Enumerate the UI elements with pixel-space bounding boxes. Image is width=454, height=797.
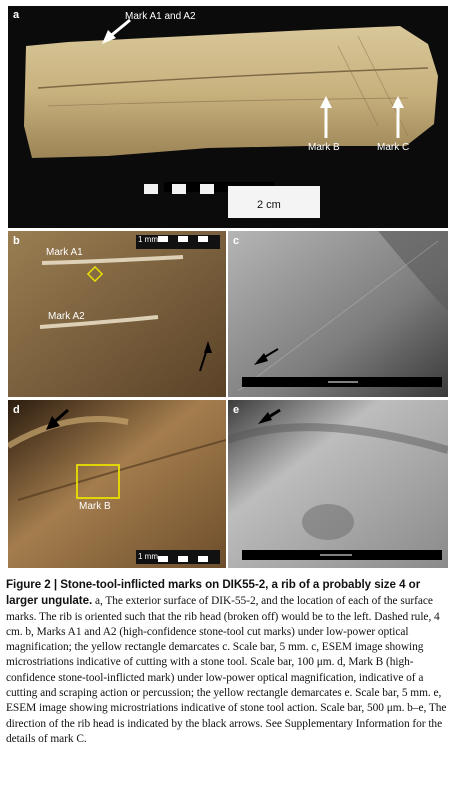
mark-c-label: Mark C <box>377 142 410 153</box>
caption-title: Figure 2 | Stone-tool-inflicted marks on… <box>6 578 421 608</box>
panel-d: d Mark B 1 mm <box>8 400 226 568</box>
panel-label-e: e <box>233 404 240 416</box>
panel-c: c <box>228 231 448 397</box>
mark-a2-label: Mark A2 <box>48 311 85 322</box>
mark-b-label-d: Mark B <box>79 501 111 512</box>
panel-label-b: b <box>13 235 20 247</box>
panel-label-c: c <box>233 235 240 247</box>
mark-a1-label: Mark A1 <box>46 247 83 258</box>
panel-b: b Mark A1 Mark A2 1 mm <box>8 231 226 397</box>
caption-body: a, The exterior surface of DIK-55-2, and… <box>6 595 447 745</box>
mark-b-label: Mark B <box>308 142 340 153</box>
panel-e: e <box>228 400 448 568</box>
panel-label-d: d <box>13 404 20 416</box>
figure-caption: Figure 2 | Stone-tool-inflicted marks on… <box>6 577 452 747</box>
panel-label-a: a <box>13 9 20 21</box>
scale-label-a: 2 cm <box>257 199 281 211</box>
bone-photo-a <box>24 18 438 218</box>
scale-label-b: 1 mm <box>138 235 158 244</box>
panel-a: a Mark A1 and A2 Mark B Mark C 2 cm <box>8 6 448 228</box>
scale-label-d: 1 mm <box>138 552 158 561</box>
mark-a1-a2-label: Mark A1 and A2 <box>125 11 196 22</box>
